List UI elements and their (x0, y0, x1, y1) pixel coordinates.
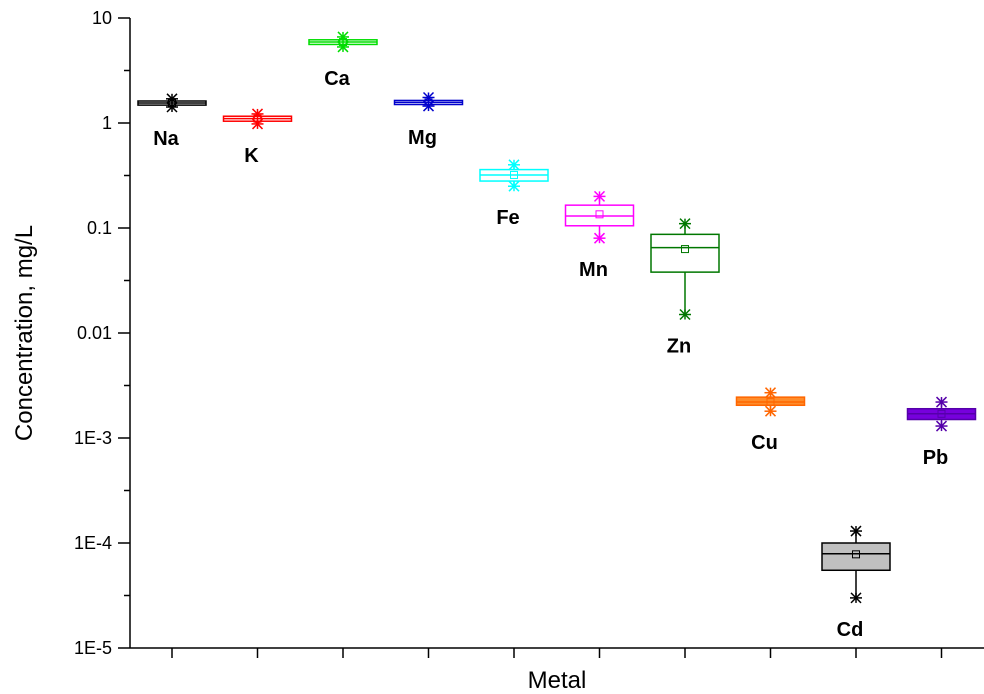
y-tick-label: 10 (92, 8, 112, 28)
box-mn: Mn (564, 190, 635, 281)
metal-label: Cu (751, 432, 778, 454)
x-ticks (171, 648, 943, 658)
box-cd: Cd (821, 525, 891, 641)
y-ticks: 10 1 0.1 0.01 1E-3 1E-4 1E-5 (74, 8, 130, 658)
extreme-marker (251, 108, 264, 120)
metal-label: Pb (923, 447, 949, 469)
box-mg: Mg (393, 91, 464, 149)
box-pb: Pb (906, 396, 977, 469)
box-cu: Cu (735, 387, 806, 454)
extreme-marker (251, 118, 264, 130)
extreme-marker (508, 180, 520, 192)
x-axis-title: Metal (528, 667, 587, 694)
extreme-marker (593, 190, 606, 202)
extreme-marker (422, 91, 435, 104)
box-zn: Zn (650, 218, 720, 358)
y-tick-label: 0.01 (77, 323, 112, 343)
mean-marker (510, 170, 518, 179)
extreme-marker (593, 232, 606, 244)
box-iqr (650, 233, 720, 273)
extreme-marker (935, 396, 948, 408)
mean-marker (852, 550, 860, 559)
boxes: Na K Ca Mg Fe Mn Zn Cu Cd Pb (137, 31, 977, 641)
extreme-marker (679, 308, 691, 321)
extreme-marker (508, 159, 520, 171)
box-ca: Ca (308, 31, 378, 90)
mean-marker (595, 210, 604, 219)
metal-label: Mn (579, 259, 608, 281)
mean-marker (937, 409, 946, 418)
extreme-marker (166, 101, 178, 113)
metal-label: K (244, 145, 259, 167)
box-na: Na (137, 93, 207, 150)
y-tick-label: 1 (102, 113, 112, 133)
box-k: K (222, 108, 293, 167)
mean-marker (766, 398, 775, 407)
metal-label: Fe (496, 207, 519, 229)
metal-label: Zn (667, 336, 691, 358)
y-tick-label: 0.1 (87, 218, 112, 238)
extreme-marker (935, 420, 948, 432)
extreme-marker (337, 31, 349, 43)
extreme-marker (850, 525, 862, 537)
y-axis-title: Concentration, mg/L (11, 225, 38, 441)
extreme-marker (850, 592, 862, 604)
metal-label: Cd (837, 619, 864, 641)
extreme-marker (764, 387, 777, 399)
metal-label: Mg (408, 127, 437, 149)
y-tick-label: 1E-4 (74, 533, 112, 553)
extreme-marker (337, 41, 349, 53)
y-tick-label: 1E-5 (74, 638, 112, 658)
y-tick-label: 1E-3 (74, 428, 112, 448)
box-iqr (821, 542, 891, 572)
extreme-marker (679, 218, 691, 230)
box-fe: Fe (479, 159, 549, 229)
mean-marker (681, 245, 689, 254)
metal-label: Na (153, 128, 179, 150)
extreme-marker (422, 100, 435, 112)
metal-label: Ca (324, 68, 350, 90)
extreme-marker (764, 405, 777, 417)
